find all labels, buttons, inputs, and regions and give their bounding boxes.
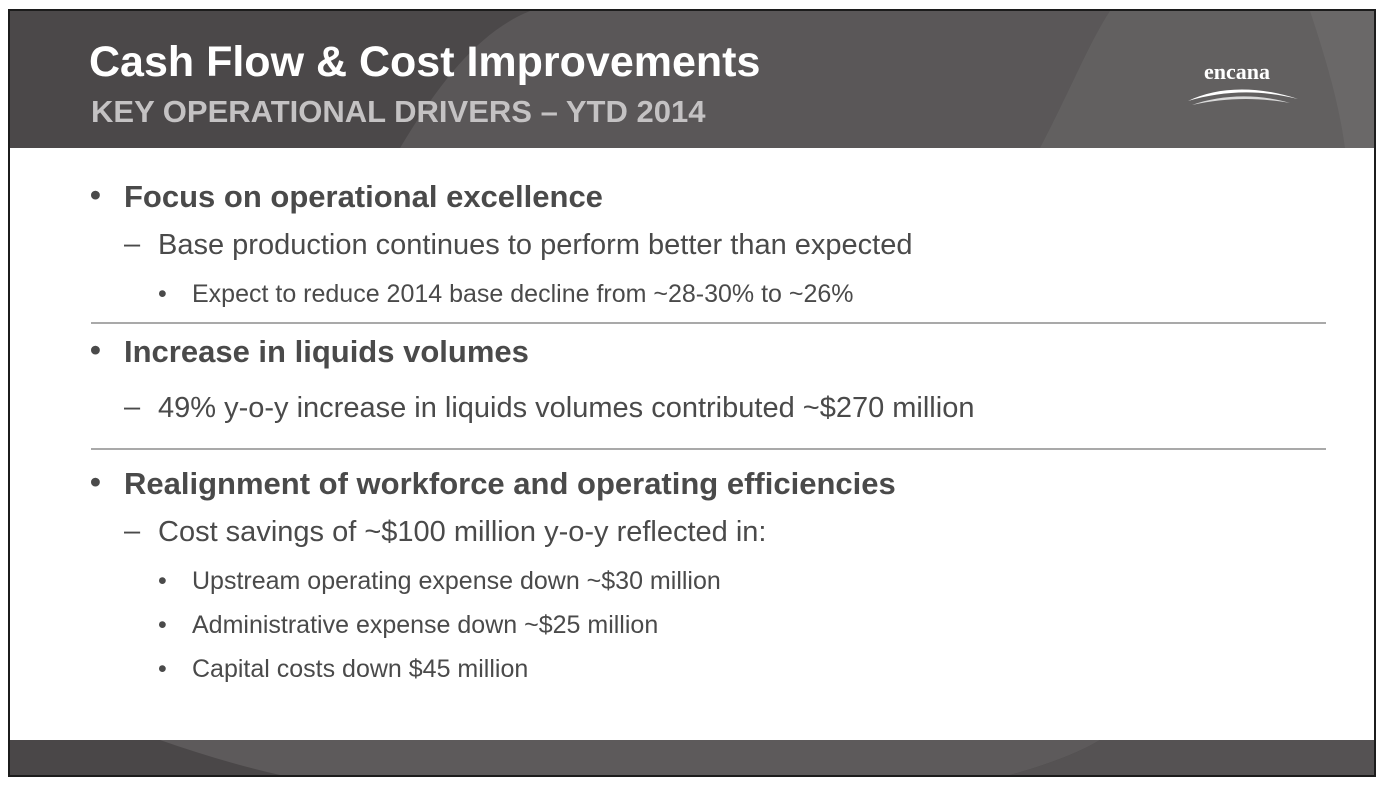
bullet-marker: •: [158, 567, 167, 595]
footer-background-swoosh: [160, 740, 1374, 775]
sub-list-item: Upstream operating expense down ~$30 mil…: [192, 567, 721, 595]
logo-swoosh-icon: [1188, 89, 1298, 105]
header-background-swoosh: [400, 11, 1374, 148]
sub-list-item: Capital costs down $45 million: [192, 655, 529, 683]
bullet-marker: •: [158, 655, 167, 683]
section-heading: Realignment of workforce and operating e…: [124, 466, 896, 501]
dash-marker: –: [124, 228, 141, 260]
sub-list-item: Expect to reduce 2014 base decline from …: [192, 280, 854, 308]
dash-marker: –: [124, 515, 141, 547]
section-divider: [91, 448, 1326, 450]
slide: Cash Flow & Cost Improvements KEY OPERAT…: [8, 9, 1376, 777]
bullet-marker: •: [90, 464, 101, 499]
bullet-marker: •: [158, 280, 167, 308]
bullet-marker: •: [90, 177, 101, 212]
logo-wordmark: encana: [1204, 59, 1270, 84]
section-divider: [91, 322, 1326, 324]
slide-footer: [10, 740, 1374, 775]
section-heading: Focus on operational excellence: [124, 179, 603, 214]
page-subtitle: KEY OPERATIONAL DRIVERS – YTD 2014: [91, 94, 706, 129]
bullet-marker: •: [158, 611, 167, 639]
slide-content: • Focus on operational excellence – Base…: [10, 148, 1374, 742]
list-item: 49% y-o-y increase in liquids volumes co…: [158, 392, 975, 424]
sub-list-item: Administrative expense down ~$25 million: [192, 611, 659, 639]
section-heading: Increase in liquids volumes: [124, 334, 529, 369]
page-title: Cash Flow & Cost Improvements: [89, 38, 761, 86]
bullet-marker: •: [90, 332, 101, 367]
list-item: Base production continues to perform bet…: [158, 229, 913, 261]
dash-marker: –: [124, 391, 141, 423]
list-item: Cost savings of ~$100 million y-o-y refl…: [158, 516, 767, 548]
slide-header: Cash Flow & Cost Improvements KEY OPERAT…: [10, 11, 1374, 148]
company-logo: encana: [1186, 59, 1302, 107]
